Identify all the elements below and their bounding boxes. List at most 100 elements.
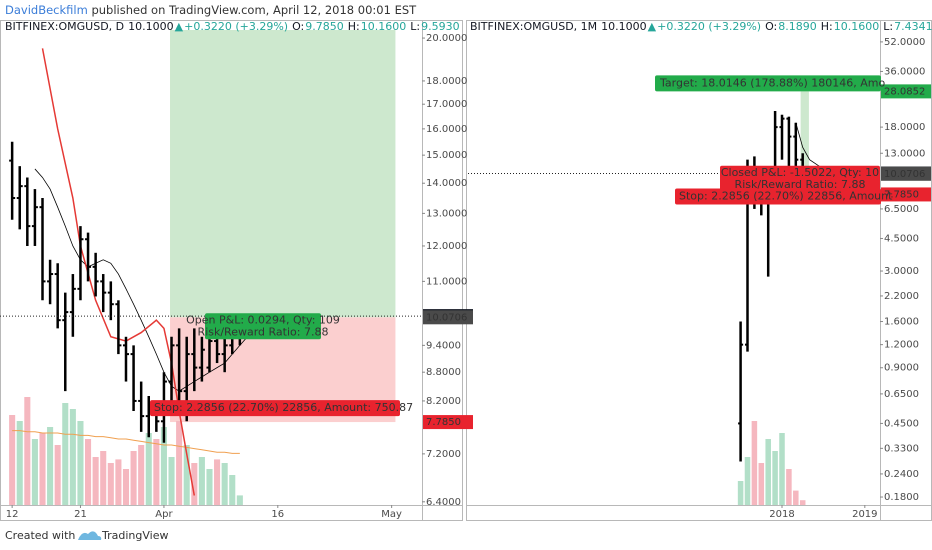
volume-bar xyxy=(779,433,785,505)
legend-item: BITFINEX:OMGUSD, D xyxy=(5,20,124,33)
legend-item: H: xyxy=(821,20,833,33)
y-tick-label: 11.0000 xyxy=(426,276,467,287)
y-tick-label: 15.0000 xyxy=(426,150,467,161)
y-tick-label: 4.5000 xyxy=(884,233,919,244)
volume-bar xyxy=(122,469,130,505)
volume-bar xyxy=(160,427,167,505)
legend-item: 9.5930 xyxy=(421,20,460,33)
panel-frame xyxy=(466,20,932,521)
volume-bar xyxy=(16,421,23,505)
y-tick-label: 0.1800 xyxy=(884,492,919,503)
x-tick-label: 2019 xyxy=(852,509,877,520)
volume-bar xyxy=(183,445,190,505)
rr-label: Risk/Reward Ratio: 7.88 xyxy=(198,325,329,338)
author[interactable]: DavidBeckfilm xyxy=(5,3,88,17)
legend-item: 10.1000 xyxy=(128,20,174,33)
price-tag xyxy=(881,166,931,181)
volume-bar xyxy=(198,457,205,505)
target-label: Target: 18.0146 (178.88%) 180146, Amo xyxy=(659,76,885,89)
volume-bar xyxy=(206,469,213,505)
y-tick-label: 0.3300 xyxy=(884,443,919,454)
legend-item: +0.3220 (+3.29%) xyxy=(184,20,288,33)
y-tick-label: 1.6000 xyxy=(884,317,919,328)
volume-bar xyxy=(772,451,778,505)
volume-bar xyxy=(799,500,806,505)
volume-bar xyxy=(765,439,771,505)
y-tick-label: 52.0000 xyxy=(884,37,925,48)
volume-bar xyxy=(214,459,221,505)
y-tick-label: 9.4000 xyxy=(426,340,461,351)
y-tick-label: 17.0000 xyxy=(426,99,467,110)
position-label-box xyxy=(675,188,881,205)
legend-item: BITFINEX:OMGUSD, 1M xyxy=(470,20,597,33)
position-label-box xyxy=(205,313,321,340)
position-label-box xyxy=(720,165,880,192)
axis: 0.1800 0.2400 0.3300 0.4500 0.6500 0.9000 1.20… xyxy=(769,37,925,520)
volume-bar xyxy=(751,421,758,505)
pnl-label: Open P&L: 0.0294, Qty: 109 xyxy=(186,313,340,326)
legend: BITFINEX:OMGUSD, D 10.1000▲+0.3220 (+3.29… xyxy=(5,20,521,33)
y-tick-label: 0.4500 xyxy=(884,418,919,429)
legend-item: ▲ xyxy=(648,20,657,33)
y-tick-label: 7.2000 xyxy=(426,449,461,460)
volume-bar xyxy=(24,397,31,505)
y-tick-label: 36.0000 xyxy=(884,66,925,77)
legend-item: +0.3220 (+3.29%) xyxy=(657,20,761,33)
indicator-line xyxy=(795,122,821,168)
y-tick-label: 3.0000 xyxy=(884,266,919,277)
x-tick-label: May xyxy=(381,509,402,520)
price-tag-label: 28.0852 xyxy=(884,86,925,97)
volume-bar xyxy=(744,457,751,505)
volume-bar xyxy=(31,439,38,505)
volume-bar xyxy=(92,457,99,505)
price-tag-label: 10.0706 xyxy=(426,312,467,323)
volume-bar xyxy=(39,433,46,505)
x-tick-label: 12 xyxy=(6,509,19,520)
legend-item: 7.4341 xyxy=(894,20,932,33)
stop-label: Stop: 2.2856 (22.70%) 22856, Amount xyxy=(679,189,893,202)
volume-bar xyxy=(69,409,76,505)
plot-area xyxy=(0,30,422,505)
price-tag xyxy=(881,84,931,99)
target-zone xyxy=(800,91,809,174)
target-zone xyxy=(170,30,396,318)
x-tick-label: 21 xyxy=(74,509,87,520)
legend-item: 9.7850 xyxy=(305,20,344,33)
y-tick-label: 20.0000 xyxy=(426,33,467,44)
footer-brand[interactable]: TradingView xyxy=(101,529,168,542)
publish-info: published on TradingView.com, April 12, … xyxy=(88,3,417,17)
legend-item: L: xyxy=(410,20,420,33)
x-tick-label: 2018 xyxy=(769,509,794,520)
x-tick-label: Apr xyxy=(155,509,173,520)
y-tick-label: 8.8000 xyxy=(426,367,461,378)
y-tick-label: 8.2000 xyxy=(426,396,461,407)
y-tick-label: 0.6500 xyxy=(884,389,919,400)
volume-bar xyxy=(85,439,92,505)
y-tick-label: 13.0000 xyxy=(426,208,467,219)
logo xyxy=(78,531,102,540)
legend-item: 10.1600 xyxy=(834,20,880,33)
position-label-box xyxy=(150,400,400,417)
volume-bar xyxy=(229,475,236,505)
legend-item: L: xyxy=(883,20,893,33)
y-tick-label: 6.5000 xyxy=(884,204,919,215)
header: DavidBeckfilm published on TradingView.c… xyxy=(5,3,417,17)
price-tag-label: 7.7850 xyxy=(426,417,461,428)
y-tick-label: 0.9000 xyxy=(884,363,919,374)
volume-bar xyxy=(176,421,183,505)
y-tick-label: 12.0000 xyxy=(426,241,467,252)
legend-item: O: xyxy=(292,20,304,33)
volume-bar xyxy=(62,403,69,505)
volume-bar xyxy=(737,481,744,505)
volume-bar xyxy=(236,495,243,505)
volume-bar xyxy=(153,439,160,505)
pnl-label: Closed P&L: -1.5022, Qty: 10 xyxy=(721,166,879,179)
footer-text: Created with xyxy=(5,529,75,542)
volume-bar xyxy=(107,463,114,505)
volume-bar xyxy=(77,421,84,505)
legend-item: 10.1000 xyxy=(601,20,647,33)
volume-bar xyxy=(9,415,16,505)
y-tick-label: 6.4000 xyxy=(426,497,461,508)
y-tick-label: 16.0000 xyxy=(426,124,467,135)
